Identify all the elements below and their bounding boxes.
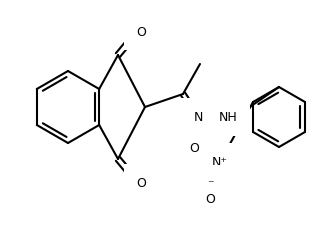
Text: O: O — [136, 25, 146, 38]
Text: N: N — [193, 111, 203, 124]
Text: O: O — [189, 141, 199, 154]
Text: ⁻
O: ⁻ O — [205, 177, 215, 205]
Text: NH: NH — [219, 111, 237, 124]
Text: O: O — [136, 177, 146, 190]
Text: N⁺: N⁺ — [212, 156, 228, 169]
